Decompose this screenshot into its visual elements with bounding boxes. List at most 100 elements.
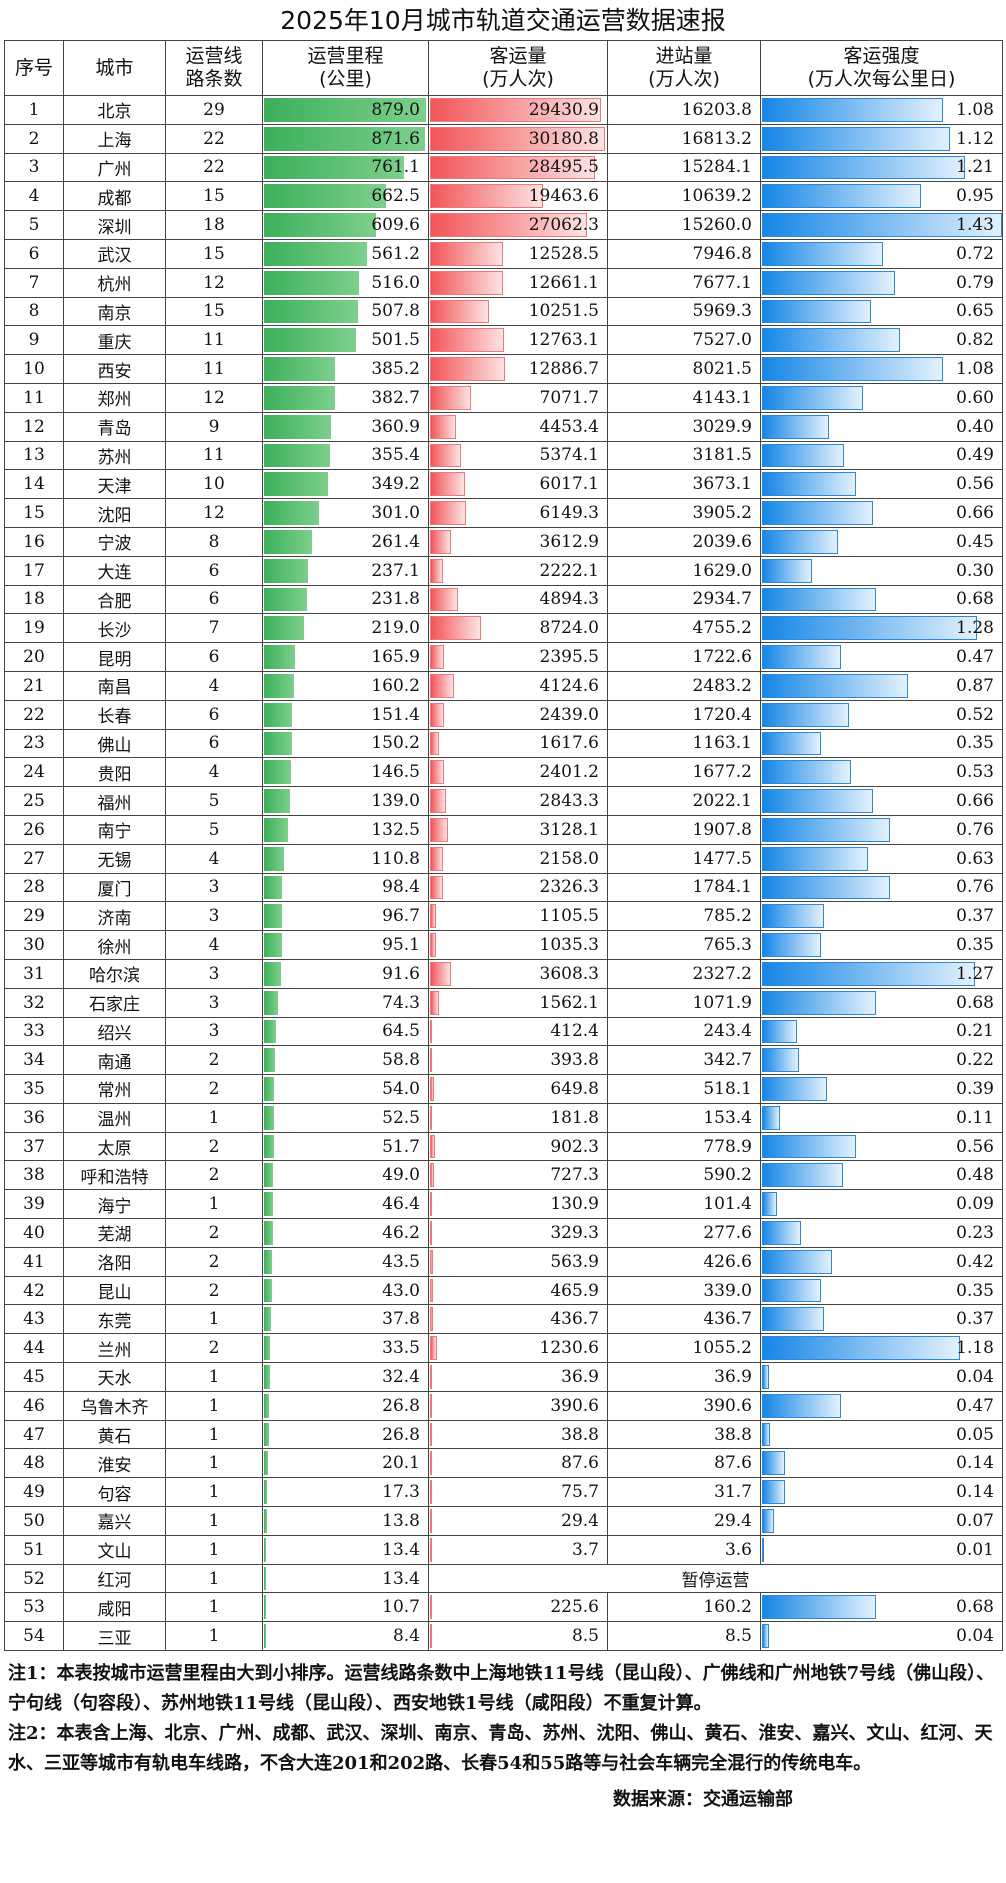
intensity-bar <box>762 529 838 554</box>
cell: 0.22 <box>760 1045 1003 1076</box>
passenger-bar <box>430 1163 435 1188</box>
cell: 45 <box>4 1362 64 1392</box>
cell: 13.8 <box>262 1506 429 1536</box>
intensity-bar <box>762 904 825 929</box>
cell: 10 <box>165 469 263 500</box>
mileage-bar <box>264 1077 274 1101</box>
cell: 2158.0 <box>428 843 608 874</box>
cell-value: 1617.6 <box>539 733 599 754</box>
cell-value: 778.9 <box>703 1136 752 1157</box>
passenger-bar <box>430 414 456 439</box>
passenger-bar <box>430 1451 432 1476</box>
mileage-bar <box>264 213 377 237</box>
mileage-bar <box>264 904 282 929</box>
cell: 0.66 <box>760 498 1003 528</box>
cell: 13 <box>4 440 64 471</box>
passenger-bar <box>430 1480 432 1505</box>
intensity-bar <box>762 933 821 957</box>
cell: 32.4 <box>262 1362 429 1392</box>
cell: 石家庄 <box>63 987 166 1018</box>
cell-value: 662.5 <box>371 186 420 207</box>
mileage-bar <box>264 1509 267 1533</box>
passenger-bar <box>430 1624 432 1649</box>
cell: 0.95 <box>760 181 1003 212</box>
mileage-bar <box>264 472 329 497</box>
cell: 339.0 <box>607 1275 761 1306</box>
cell: 23 <box>4 728 64 759</box>
cell-value: 3905.2 <box>692 503 752 524</box>
cell: 2 <box>4 123 64 154</box>
mileage-bar <box>264 1365 270 1389</box>
mileage-bar <box>264 731 292 756</box>
cell: 385.2 <box>262 354 429 384</box>
cell: 0.82 <box>760 325 1003 356</box>
cell-value: 0.79 <box>956 272 994 293</box>
cell-value: 1.08 <box>956 99 994 120</box>
cell-value: 0.47 <box>956 1395 994 1416</box>
cell: 871.6 <box>262 123 429 154</box>
cell-value: 0.56 <box>956 1136 994 1157</box>
cell: 15 <box>165 296 263 327</box>
cell: 151.4 <box>262 699 429 730</box>
cell: 8021.5 <box>607 354 761 384</box>
mileage-bar <box>264 673 294 698</box>
cell-value: 393.8 <box>550 1050 599 1071</box>
intensity-bar <box>762 1192 778 1217</box>
cell-value: 0.14 <box>956 1482 994 1503</box>
cell-value: 6017.1 <box>539 474 599 495</box>
cell: 8.5 <box>428 1621 608 1652</box>
cell: 26 <box>4 814 64 845</box>
mileage-bar <box>264 241 368 266</box>
cell: 南昌 <box>63 670 166 701</box>
cell: 95.1 <box>262 930 429 960</box>
cell: 无锡 <box>63 843 166 874</box>
cell-value: 0.52 <box>956 704 994 725</box>
cell: 30 <box>4 930 64 960</box>
table-row: 51 文山 1 13.4 3.7 3.6 0.01 <box>4 1534 1003 1565</box>
intensity-bar <box>762 587 877 612</box>
cell: 4894.3 <box>428 584 608 615</box>
cell: 24 <box>4 757 64 788</box>
cell: 0.87 <box>760 670 1003 701</box>
cell-value: 518.1 <box>703 1078 752 1099</box>
mileage-bar <box>264 1307 271 1332</box>
cell: 1 <box>165 1448 263 1479</box>
cell: 芜湖 <box>63 1218 166 1248</box>
passenger-bar <box>430 1393 433 1418</box>
table-row: 10 西安 11 385.2 12886.7 8021.5 1.08 <box>4 354 1003 384</box>
cell-value: 1163.1 <box>692 733 752 754</box>
cell-value: 349.2 <box>371 474 420 495</box>
cell: 243.4 <box>607 1016 761 1047</box>
cell: 3 <box>165 987 263 1018</box>
cell: 福州 <box>63 786 166 816</box>
cell-value: 0.40 <box>956 416 994 437</box>
cell: 1 <box>165 1189 263 1220</box>
cell-value: 2158.0 <box>539 848 599 869</box>
cell-value: 74.3 <box>382 992 420 1013</box>
cell: 390.6 <box>607 1390 761 1421</box>
cell-value: 561.2 <box>371 243 420 264</box>
cell-value: 38.8 <box>561 1424 599 1445</box>
cell: 1 <box>165 1304 263 1335</box>
cell-value: 75.7 <box>561 1482 599 1503</box>
cell-value: 12886.7 <box>528 359 599 380</box>
source: 数据来源：交通运输部 <box>613 1789 793 1811</box>
intensity-bar <box>762 846 868 871</box>
cell: 0.40 <box>760 411 1003 442</box>
cell: 46.4 <box>262 1189 429 1220</box>
table-row: 43 东莞 1 37.8 436.7 436.7 0.37 <box>4 1304 1003 1335</box>
cell-value: 390.6 <box>703 1395 752 1416</box>
cell: 778.9 <box>607 1131 761 1162</box>
table-row: 49 句容 1 17.3 75.7 31.7 0.14 <box>4 1477 1003 1508</box>
cell: 785.2 <box>607 901 761 932</box>
table-row: 5 深圳 18 609.6 27062.3 15260.0 1.43 <box>4 210 1003 240</box>
intensity-bar <box>762 213 1002 237</box>
cell-value: 0.87 <box>956 675 994 696</box>
cell: 淮安 <box>63 1448 166 1479</box>
cell-value: 609.6 <box>371 215 420 236</box>
mileage-bar <box>264 1134 274 1159</box>
cell: 609.6 <box>262 210 429 240</box>
cell-value: 15284.1 <box>681 157 752 178</box>
cell: 6149.3 <box>428 498 608 528</box>
cell: 0.72 <box>760 238 1003 269</box>
